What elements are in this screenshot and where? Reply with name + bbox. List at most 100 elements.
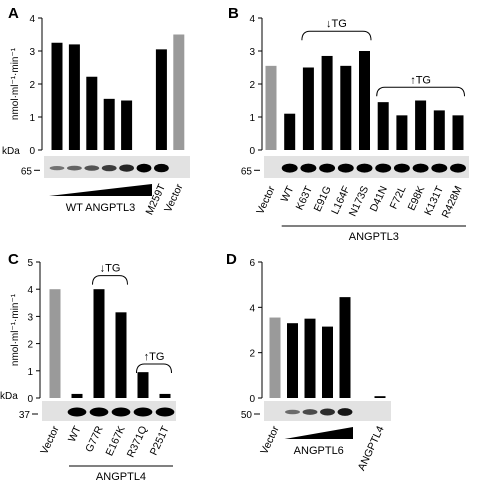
annotation-bracket bbox=[92, 275, 128, 285]
bar bbox=[284, 113, 296, 150]
bar bbox=[287, 323, 298, 398]
bar bbox=[452, 115, 464, 150]
blot-band bbox=[281, 163, 298, 173]
y-tick-label: 0 bbox=[249, 146, 255, 157]
y-tick-label: 1 bbox=[249, 113, 255, 124]
bar bbox=[269, 317, 281, 398]
bar bbox=[93, 289, 105, 398]
category-label: D41N bbox=[368, 184, 390, 213]
y-tick-label: 1 bbox=[27, 367, 33, 378]
blot-band bbox=[320, 408, 335, 416]
kda-label: kDa bbox=[0, 391, 18, 402]
blot-band bbox=[450, 163, 466, 173]
blot-marker: 50 bbox=[241, 410, 253, 421]
y-tick-label: 2 bbox=[27, 340, 33, 351]
y-tick-label: 2 bbox=[249, 80, 255, 91]
panel-letter: C bbox=[8, 251, 19, 268]
category-label: E167K bbox=[104, 424, 128, 458]
y-tick-label: 0 bbox=[29, 146, 35, 157]
bar bbox=[433, 110, 445, 150]
category-label: WT bbox=[279, 184, 297, 204]
y-tick-label: 1 bbox=[29, 113, 35, 124]
blot-band bbox=[101, 164, 117, 172]
blot-band bbox=[393, 163, 410, 173]
blot-band bbox=[67, 407, 87, 417]
bar bbox=[137, 372, 149, 398]
panel-d: D 0 2 4 6 50 Vector ANGPTL4 ANGPTL6 bbox=[226, 251, 391, 473]
panel-letter: B bbox=[228, 5, 239, 22]
bar bbox=[68, 44, 80, 150]
annotation-bracket bbox=[301, 30, 372, 41]
y-tick-label: 3 bbox=[27, 312, 33, 323]
blot-marker: 37 bbox=[19, 410, 31, 421]
y-axis-label: nmol·ml⁻¹·min⁻¹ bbox=[10, 293, 21, 366]
blot-band bbox=[119, 164, 134, 172]
y-tick-label: 4 bbox=[29, 14, 35, 25]
y-tick-label: 0 bbox=[27, 394, 33, 405]
bar bbox=[374, 396, 386, 398]
bar bbox=[103, 98, 115, 150]
y-tick-label: 4 bbox=[27, 285, 33, 296]
y-tick-label: 2 bbox=[249, 349, 255, 360]
y-tick-label: 5 bbox=[27, 258, 33, 269]
panel-letter: D bbox=[226, 251, 237, 268]
blot-marker: 65 bbox=[21, 166, 33, 177]
bar bbox=[71, 393, 83, 398]
y-tick-label: 2 bbox=[29, 80, 35, 91]
group-label: ANGPTL4 bbox=[96, 471, 146, 483]
blot-band bbox=[154, 163, 169, 173]
category-label: WT bbox=[66, 424, 84, 444]
bar bbox=[173, 34, 185, 150]
annotation-bracket bbox=[376, 86, 465, 97]
wedge-label: WT ANGPTL3 bbox=[66, 202, 135, 214]
blot-band bbox=[155, 407, 175, 417]
bar bbox=[121, 100, 133, 150]
bar bbox=[304, 318, 316, 398]
category-label: ANGPTL4 bbox=[356, 424, 387, 473]
bar bbox=[321, 55, 333, 151]
bar bbox=[322, 326, 333, 398]
blot-band bbox=[300, 163, 317, 173]
blot-band bbox=[337, 408, 353, 416]
annotation-label: ↓TG bbox=[100, 263, 121, 275]
bar bbox=[115, 312, 127, 398]
category-label: G77R bbox=[83, 424, 106, 454]
blot-marker: 65 bbox=[241, 166, 253, 177]
blot-band bbox=[111, 407, 131, 417]
annotation-label: ↓TG bbox=[326, 18, 347, 30]
panel-a: A01234nmol·ml⁻¹·min⁻¹65kDaM259TVectorWT … bbox=[2, 5, 190, 217]
kda-label: kDa bbox=[2, 146, 20, 157]
bar bbox=[396, 115, 408, 150]
y-tick-label: 0 bbox=[249, 394, 255, 405]
blot-band bbox=[136, 163, 152, 173]
category-label: Vector bbox=[254, 184, 278, 217]
bar bbox=[51, 42, 63, 150]
annotation-label: ↑TG bbox=[410, 74, 431, 86]
wedge-label: ANGPTL6 bbox=[294, 445, 344, 457]
category-label: Vector bbox=[258, 424, 282, 457]
y-axis-label: nmol·ml⁻¹·min⁻¹ bbox=[10, 47, 21, 120]
y-tick-label: 4 bbox=[249, 14, 255, 25]
bar bbox=[340, 65, 352, 150]
blot-band bbox=[89, 407, 109, 417]
bar bbox=[377, 102, 389, 150]
blot-band bbox=[133, 407, 153, 417]
blot-band bbox=[302, 409, 318, 415]
bar bbox=[302, 67, 314, 150]
y-tick-label: 3 bbox=[29, 47, 35, 58]
category-label: Vector bbox=[38, 424, 62, 457]
blot-band bbox=[285, 409, 300, 415]
blot-band bbox=[375, 163, 392, 173]
bar bbox=[155, 49, 167, 150]
wedge bbox=[284, 427, 353, 439]
blot-band bbox=[67, 165, 82, 171]
group-label: ANGPTL3 bbox=[349, 231, 399, 243]
y-tick-label: 6 bbox=[249, 258, 255, 269]
blot-band bbox=[337, 163, 354, 173]
y-tick-label: 3 bbox=[249, 47, 255, 58]
annotation-bracket bbox=[136, 363, 172, 374]
bar bbox=[159, 393, 171, 398]
category-label: P251T bbox=[148, 424, 172, 458]
